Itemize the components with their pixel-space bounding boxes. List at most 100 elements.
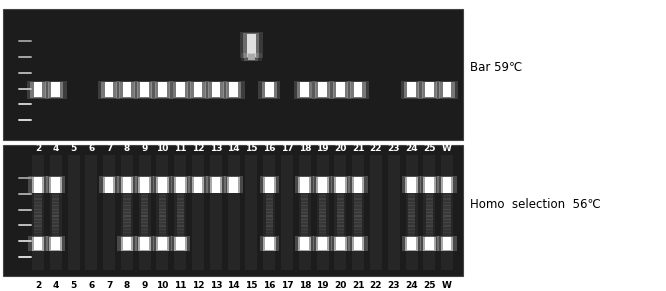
Bar	[121, 155, 133, 270]
Bar	[423, 177, 436, 193]
Bar	[141, 232, 149, 237]
Bar	[444, 205, 451, 210]
Bar	[52, 226, 59, 230]
Bar	[426, 232, 433, 237]
Text: 13: 13	[210, 281, 222, 290]
Bar	[172, 81, 188, 98]
Text: 7: 7	[106, 281, 113, 290]
Bar	[444, 209, 451, 213]
Bar	[99, 176, 119, 194]
Bar	[319, 222, 326, 227]
Bar	[319, 202, 326, 206]
Bar	[444, 192, 451, 196]
Bar	[141, 202, 149, 206]
Bar	[426, 236, 433, 240]
Bar	[295, 176, 314, 194]
Bar	[337, 188, 344, 193]
Bar	[347, 81, 369, 99]
Text: 4: 4	[53, 281, 59, 290]
Bar	[444, 219, 451, 223]
Bar	[266, 215, 273, 220]
Bar	[153, 176, 172, 194]
Text: 10: 10	[157, 144, 168, 153]
Bar	[52, 192, 59, 196]
Bar	[420, 237, 439, 251]
Bar	[444, 215, 451, 220]
Bar	[301, 229, 308, 233]
Bar	[354, 209, 362, 213]
Bar	[123, 205, 131, 210]
Bar	[319, 205, 326, 210]
Bar	[333, 81, 348, 98]
Bar	[45, 81, 67, 99]
Bar	[52, 198, 59, 203]
Text: W: W	[442, 144, 452, 153]
Bar	[337, 209, 344, 213]
Bar	[408, 232, 415, 237]
Bar	[123, 226, 131, 230]
Bar	[331, 237, 350, 251]
Bar	[426, 219, 433, 223]
Bar	[408, 219, 415, 223]
Bar	[141, 215, 149, 220]
Bar	[123, 82, 131, 97]
Bar	[35, 226, 41, 230]
Bar	[337, 202, 344, 206]
Bar	[424, 155, 436, 270]
Bar	[315, 81, 330, 98]
Bar	[444, 198, 451, 203]
Text: 8: 8	[124, 144, 130, 153]
Bar	[408, 202, 415, 206]
Bar	[176, 236, 184, 240]
Bar	[337, 192, 344, 196]
Text: 11: 11	[174, 144, 186, 153]
Bar	[426, 209, 433, 213]
Bar	[370, 155, 382, 270]
Bar	[405, 177, 418, 193]
Bar	[141, 226, 149, 230]
Bar	[170, 176, 190, 194]
Bar	[266, 192, 273, 196]
Bar	[52, 188, 59, 193]
Bar	[98, 81, 120, 99]
Bar	[35, 229, 41, 233]
Text: 19: 19	[316, 281, 329, 290]
Bar	[262, 81, 277, 98]
Bar	[408, 222, 415, 227]
Bar	[301, 219, 308, 223]
Text: 22: 22	[370, 144, 382, 153]
Text: Homo  selection  56℃: Homo selection 56℃	[470, 198, 600, 211]
Bar	[212, 177, 220, 193]
Bar	[52, 219, 59, 223]
Bar	[27, 81, 49, 99]
Bar	[153, 237, 172, 251]
Text: 16: 16	[263, 281, 276, 290]
Bar	[28, 237, 48, 251]
Bar	[422, 81, 437, 98]
Bar	[206, 176, 226, 194]
Bar	[169, 81, 191, 99]
Bar	[408, 198, 415, 203]
Bar	[135, 237, 155, 251]
Bar	[408, 215, 415, 220]
Bar	[141, 205, 149, 210]
Bar	[319, 192, 326, 196]
Bar	[402, 237, 421, 251]
Text: 9: 9	[141, 281, 148, 290]
Bar	[224, 176, 243, 194]
Bar	[337, 232, 344, 237]
Bar	[117, 176, 137, 194]
Bar	[408, 195, 415, 200]
Bar	[400, 81, 422, 99]
Bar	[266, 236, 273, 240]
Bar	[159, 226, 166, 230]
Bar	[35, 222, 41, 227]
Bar	[141, 237, 149, 250]
Bar	[49, 177, 62, 193]
Bar	[334, 155, 346, 270]
Bar	[301, 226, 308, 230]
Bar	[159, 229, 166, 233]
Bar	[212, 82, 220, 97]
Bar	[46, 237, 65, 251]
Bar	[438, 237, 457, 251]
